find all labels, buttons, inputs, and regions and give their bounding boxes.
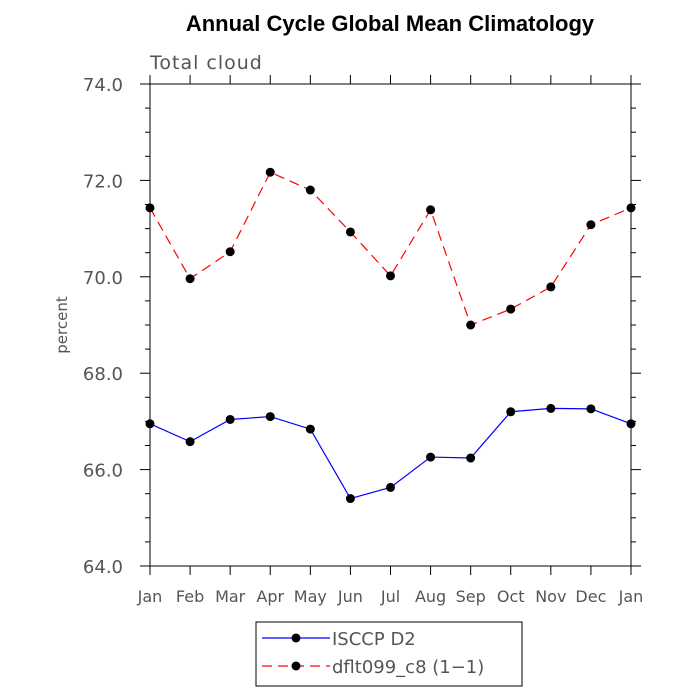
series-1-point — [265, 412, 275, 422]
y-tick-label: 66.0 — [83, 461, 123, 482]
series-1-point — [506, 407, 516, 417]
series-1-point — [426, 452, 436, 462]
y-axis: 64.0 66.0 68.0 70.0 72.0 74.0 — [83, 75, 641, 578]
series-2-point — [546, 282, 556, 292]
series-2-point — [265, 167, 275, 177]
x-tick-label: Jan — [618, 587, 644, 606]
series-2-point — [345, 227, 355, 237]
series-line-2 — [149, 171, 632, 326]
chart-title: Annual Cycle Global Mean Climatology — [186, 11, 595, 36]
series-1-point — [185, 437, 195, 447]
series-2-point — [466, 320, 476, 330]
series-2-point — [386, 271, 395, 281]
legend-marker-2 — [291, 661, 301, 671]
series-1-point — [225, 414, 235, 424]
series-group — [145, 167, 636, 504]
x-tick-label: Jan — [137, 587, 163, 606]
series-1-point — [305, 424, 315, 434]
y-axis-label: percent — [53, 296, 71, 354]
legend-box — [255, 621, 523, 687]
series-2-point — [305, 185, 315, 195]
series-2-point — [225, 247, 235, 257]
legend: ISCCP D2 dflt099_c8 (1−1) — [255, 621, 523, 687]
series-2-point — [426, 205, 436, 215]
y-tick-label: 68.0 — [83, 364, 123, 385]
x-tick-label: Apr — [256, 587, 284, 606]
y-tick-label: 64.0 — [83, 557, 123, 578]
y-tick-label: 70.0 — [83, 268, 123, 289]
chart-subtitle: Total cloud — [149, 52, 263, 74]
x-tick-label: Oct — [497, 587, 525, 606]
series-1-point — [145, 419, 155, 429]
series-1-point — [586, 404, 596, 414]
legend-label-2: dflt099_c8 (1−1) — [332, 657, 484, 678]
x-tick-label: Dec — [575, 587, 606, 606]
series-1-point — [345, 494, 355, 504]
x-tick-label: May — [294, 587, 327, 606]
series-2-point — [586, 220, 596, 230]
x-tick-label: Jul — [380, 587, 400, 606]
x-tick-label: Sep — [456, 587, 486, 606]
x-tick-label: Nov — [535, 587, 566, 606]
series-1-point — [466, 453, 476, 463]
series-1-point — [626, 419, 636, 429]
x-tick-label: Aug — [415, 587, 446, 606]
y-tick-label: 74.0 — [83, 75, 123, 96]
series-1-point — [386, 482, 395, 492]
plot-frame — [149, 83, 632, 567]
x-tick-label: Mar — [215, 587, 246, 606]
y-tick-label: 72.0 — [83, 171, 123, 192]
x-tick-label: Jun — [337, 587, 363, 606]
series-2-point — [506, 304, 516, 314]
x-tick-label: Feb — [176, 587, 204, 606]
series-2-point — [185, 274, 195, 284]
series-2-point — [626, 203, 636, 213]
series-1-point — [546, 403, 556, 413]
legend-label-1: ISCCP D2 — [332, 629, 416, 650]
series-2-point — [145, 203, 155, 213]
legend-marker-1 — [291, 633, 301, 643]
x-axis: Jan Feb Mar Apr May Jun Jul Aug Sep Oct Nov Dec Jan — [137, 75, 644, 606]
